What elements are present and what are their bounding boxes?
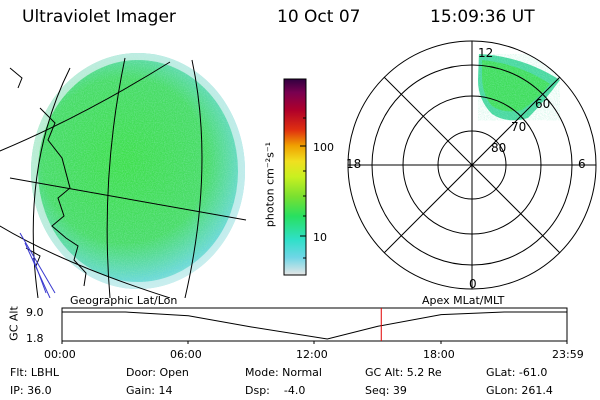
mlt-label-6: 6 [578,157,586,171]
colorbar-tick-100: 100 [313,141,334,154]
mlt-label-12: 12 [478,46,494,60]
timeline-ytick-top: 9.0 [26,306,44,319]
apex-caption: Apex MLat/MLT [422,294,505,307]
mlat-label-80: 80 [491,141,507,155]
dsp-info: Dsp: -4.0 [245,384,306,397]
timeline-xtick-0600: 06:00 [170,348,202,361]
color-scale-bar [283,78,307,276]
colorbar-tick-10: 10 [313,231,327,244]
altitude-timeline-plot [61,307,568,344]
geographic-caption: Geographic Lat/Lon [70,294,178,307]
gc-alt-info: GC Alt: 5.2 Re [365,366,442,379]
mlt-label-0: 0 [469,277,477,291]
mlt-label-18: 18 [346,157,362,171]
timeline-ytick-bottom: 1.8 [26,332,44,345]
filter-info: Flt: LBHL [10,366,59,379]
gain-info: Gain: 14 [126,384,173,397]
glon-info: GLon: 261.4 [486,384,553,397]
glat-info: GLat: -61.0 [486,366,548,379]
geographic-image [0,53,247,298]
mlat-label-70: 70 [511,120,527,134]
mode-info: Mode: Normal [245,366,322,379]
date-label: 10 Oct 07 [277,7,361,27]
timeline-xtick-2359: 23:59 [552,348,584,361]
polar-mlat-mlt-plot [347,40,597,290]
seq-info: Seq: 39 [365,384,407,397]
colorbar-unit-label: photon cm⁻²s⁻¹ [263,141,277,228]
time-label: 15:09:36 UT [430,7,535,27]
timeline-xtick-0000: 00:00 [44,348,76,361]
ip-info: IP: 36.0 [10,384,52,397]
timeline-xtick-1200: 12:00 [296,348,328,361]
door-info: Door: Open [126,366,189,379]
timeline-xtick-1800: 18:00 [423,348,455,361]
altitude-curve [62,311,567,340]
timeline-yaxis-label: GC Alt [7,306,21,341]
instrument-title: Ultraviolet Imager [22,7,176,27]
mlat-label-60: 60 [535,97,551,111]
